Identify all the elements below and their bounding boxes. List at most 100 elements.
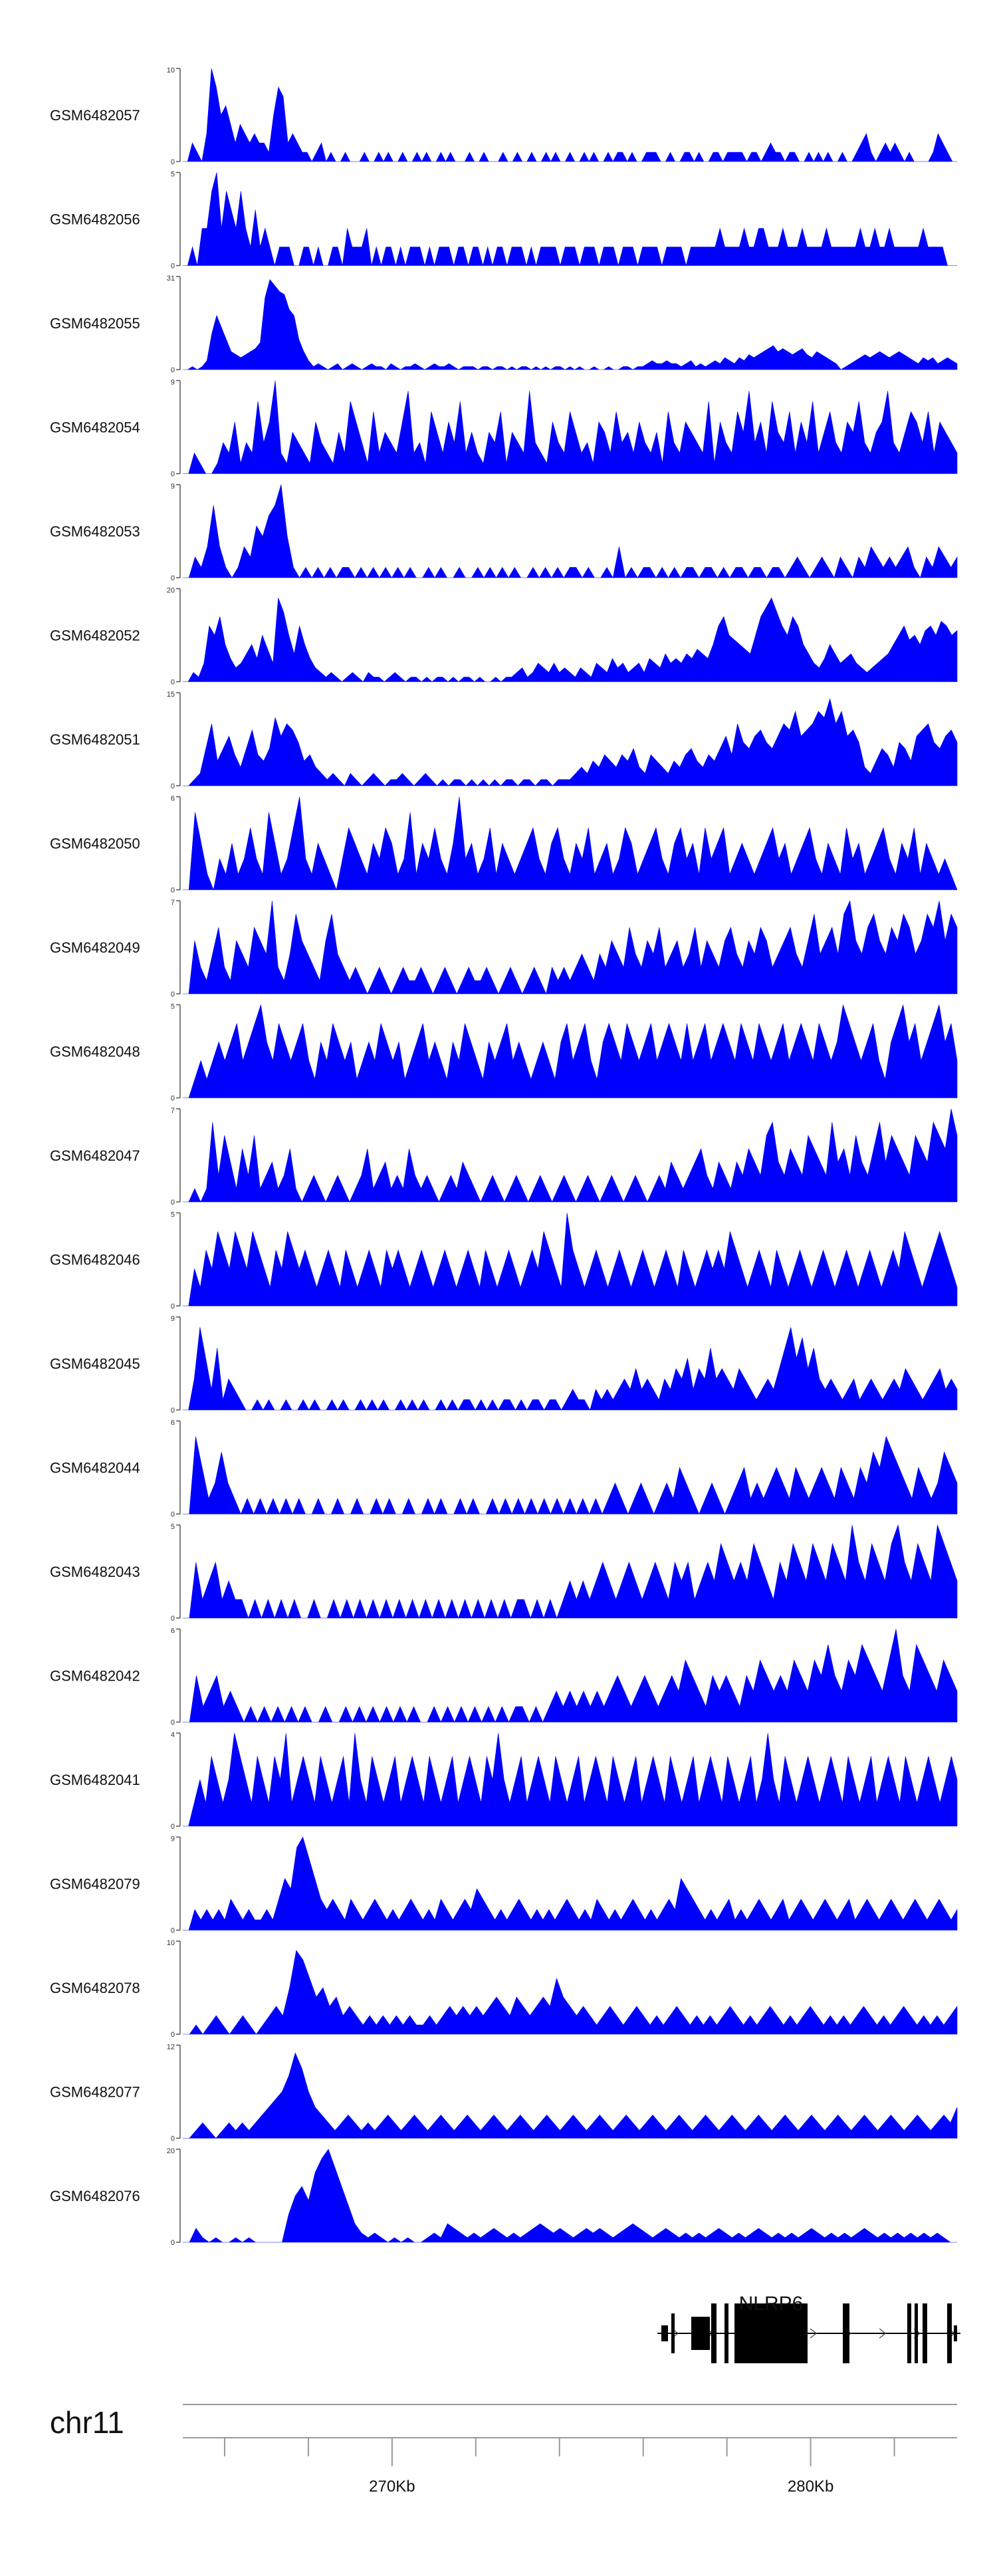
gene-exon (711, 2303, 717, 2363)
track-GSM6482055: GSM6482055 31 0 (50, 275, 958, 374)
y-min-label: 0 (171, 2135, 175, 2143)
y-min-label: 0 (171, 887, 175, 895)
coverage-area (183, 1836, 958, 1931)
track-label: GSM6482046 (50, 1252, 140, 1268)
track-label: GSM6482042 (50, 1668, 140, 1685)
strand-arrow (879, 2328, 887, 2339)
track-GSM6482079: GSM6482079 9 0 (50, 1835, 958, 1935)
coverage-area (183, 1524, 958, 1619)
track-label: GSM6482053 (50, 523, 140, 540)
track-GSM6482052: GSM6482052 20 0 (50, 587, 958, 687)
track-label: GSM6482077 (50, 2084, 140, 2101)
y-min-label: 0 (171, 1823, 175, 1831)
y-max-label: 20 (167, 587, 175, 595)
y-min-label: 0 (171, 2239, 175, 2247)
track-label: GSM6482043 (50, 1564, 140, 1580)
gene-exon (661, 2325, 668, 2341)
track-GSM6482051: GSM6482051 15 0 (50, 691, 958, 790)
coverage-area (183, 1950, 958, 2035)
y-min-label: 0 (171, 1199, 175, 1207)
y-max-label: 10 (167, 66, 175, 74)
track-GSM6482049: GSM6482049 7 0 (50, 899, 958, 998)
track-label: GSM6482049 (50, 939, 140, 956)
y-max-label: 5 (171, 171, 175, 179)
track-GSM6482046: GSM6482046 5 0 (50, 1211, 958, 1311)
y-max-label: 6 (171, 1419, 175, 1427)
track-label: GSM6482047 (50, 1147, 140, 1164)
track-GSM6482054: GSM6482054 9 0 (50, 379, 958, 479)
track-GSM6482076: GSM6482076 20 0 (50, 2147, 957, 2247)
y-max-label: 4 (171, 1731, 175, 1739)
track-GSM6482047: GSM6482047 7 0 (50, 1107, 958, 1207)
track-GSM6482056: GSM6482056 5 0 (50, 171, 957, 271)
track-label: GSM6482054 (50, 419, 140, 436)
ruler-label: 280Kb (788, 2478, 833, 2496)
gene-exon (915, 2303, 918, 2363)
y-min-label: 0 (171, 574, 175, 582)
track-label: GSM6482052 (50, 628, 140, 644)
y-min-label: 0 (171, 782, 175, 790)
y-min-label: 0 (171, 471, 175, 479)
coverage-area (183, 2052, 958, 2139)
track-label: GSM6482044 (50, 1460, 140, 1476)
chromosome-label: chr11 (50, 2405, 124, 2440)
coverage-area (183, 68, 957, 162)
coverage-area (183, 597, 958, 682)
coverage-area (183, 172, 957, 267)
gene-exon (907, 2303, 911, 2363)
track-GSM6482043: GSM6482043 5 0 (50, 1523, 958, 1623)
y-min-label: 0 (171, 1303, 175, 1311)
coverage-area (183, 796, 958, 891)
y-min-label: 0 (171, 1407, 175, 1415)
strand-arrow (810, 2328, 818, 2339)
chromosome-axis: chr11 270Kb 280Kb (50, 2404, 957, 2496)
y-max-label: 9 (171, 1315, 175, 1323)
gene-exon (954, 2325, 957, 2341)
track-label: GSM6482055 (50, 315, 140, 332)
track-GSM6482078: GSM6482078 10 0 (50, 1939, 958, 2039)
y-max-label: 5 (171, 1211, 175, 1219)
y-max-label: 5 (171, 1523, 175, 1531)
y-min-label: 0 (171, 1511, 175, 1519)
y-min-label: 0 (171, 991, 175, 998)
y-max-label: 20 (167, 2147, 175, 2155)
y-max-label: 5 (171, 1003, 175, 1011)
gene-exon (724, 2303, 728, 2363)
gene-model: NLRP6 (657, 2293, 960, 2363)
coverage-area (183, 1327, 958, 1411)
coverage-area (183, 2149, 957, 2243)
y-max-label: 6 (171, 1627, 175, 1635)
y-min-label: 0 (171, 158, 175, 166)
y-min-label: 0 (171, 366, 175, 374)
y-min-label: 0 (171, 1927, 175, 1935)
track-label: GSM6482048 (50, 1044, 140, 1060)
y-max-label: 9 (171, 1835, 175, 1843)
track-label: GSM6482056 (50, 211, 140, 228)
track-label: GSM6482050 (50, 836, 140, 852)
gene-exon (734, 2303, 808, 2363)
track-label: GSM6482079 (50, 1876, 140, 1893)
coverage-area (183, 899, 958, 995)
track-GSM6482077: GSM6482077 12 0 (50, 2044, 958, 2143)
gene-exon (671, 2313, 675, 2353)
gene-exon (843, 2303, 849, 2363)
tracks-layer: GSM6482057100GSM648205650GSM6482055310GS… (50, 66, 958, 2247)
track-label: GSM6482045 (50, 1355, 140, 1372)
gene-exon (923, 2303, 927, 2363)
gene-exon (691, 2317, 710, 2350)
y-min-label: 0 (171, 679, 175, 687)
y-min-label: 0 (171, 1615, 175, 1623)
track-label: GSM6482041 (50, 1772, 140, 1788)
coverage-area (183, 1108, 958, 1203)
track-GSM6482045: GSM6482045 9 0 (50, 1315, 958, 1415)
coverage-area (183, 1629, 958, 1723)
y-max-label: 15 (167, 691, 175, 699)
track-label: GSM6482057 (50, 107, 140, 124)
y-max-label: 9 (171, 483, 175, 491)
y-min-label: 0 (171, 1095, 175, 1103)
coverage-area (183, 279, 958, 370)
track-label: GSM6482051 (50, 731, 140, 748)
track-GSM6482041: GSM6482041 4 0 (50, 1731, 958, 1831)
